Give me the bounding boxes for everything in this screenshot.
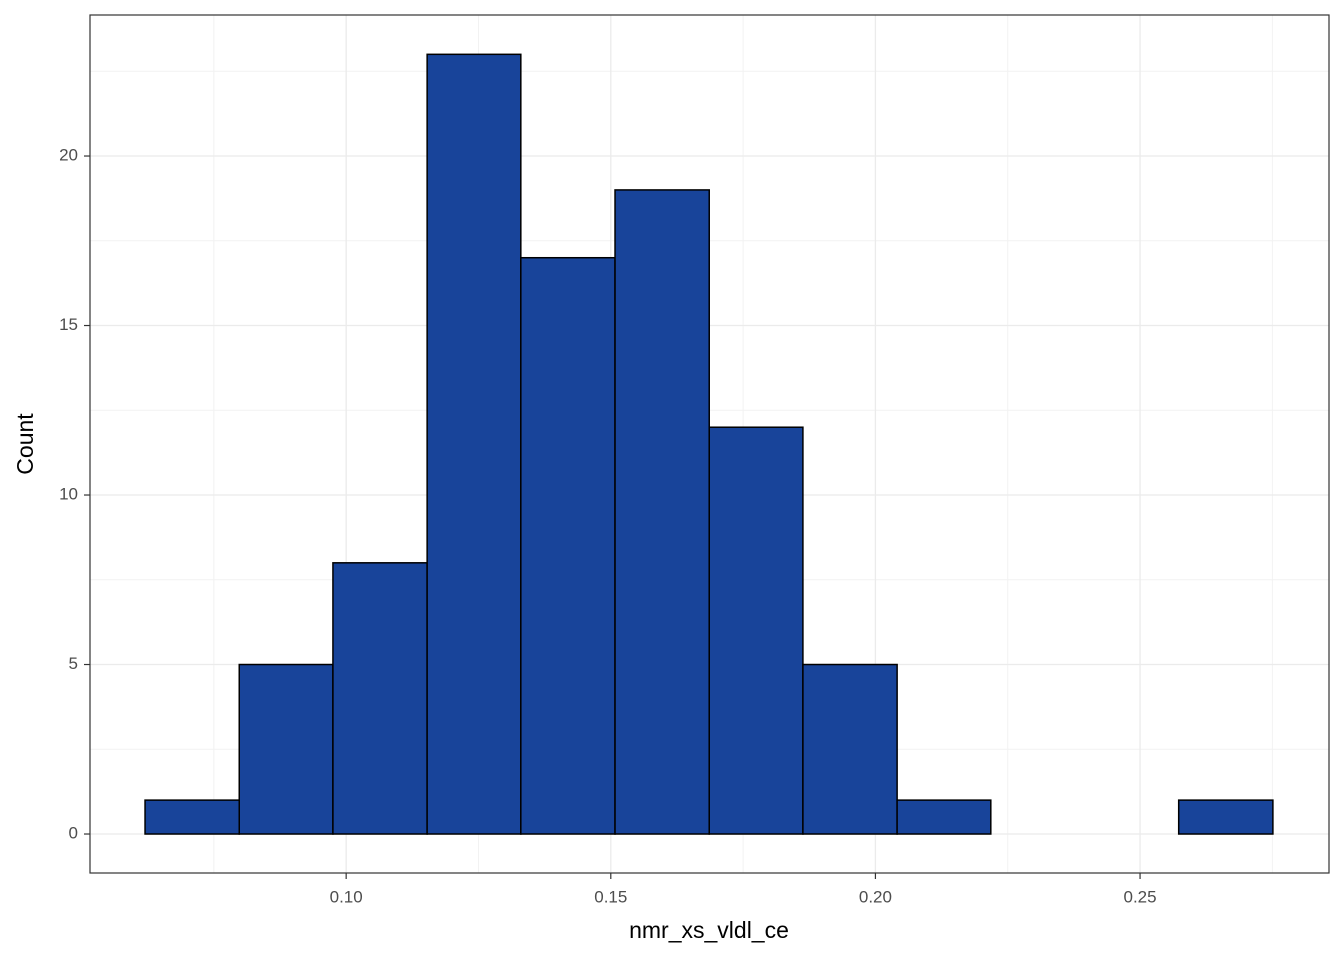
x-tick-label: 0.20: [859, 887, 892, 906]
y-tick-label: 15: [59, 315, 78, 334]
x-tick-label: 0.15: [594, 887, 627, 906]
bar: [426, 53, 522, 835]
x-axis-title: nmr_xs_vldl_ce: [629, 917, 789, 943]
y-tick-label: 10: [59, 485, 78, 504]
bar: [708, 426, 804, 835]
bar: [614, 189, 710, 835]
x-tick-label: 0.25: [1124, 887, 1157, 906]
y-tick-label: 5: [69, 654, 78, 673]
x-tick-label: 0.10: [330, 887, 363, 906]
y-axis-title: Count: [12, 413, 38, 475]
bar: [238, 663, 334, 835]
bar: [144, 799, 241, 835]
bar: [1177, 799, 1274, 835]
bars: [144, 53, 1274, 835]
bar: [802, 663, 898, 835]
panel-border: [89, 14, 1330, 874]
bar: [896, 799, 992, 835]
bar: [332, 562, 428, 835]
bar: [520, 256, 616, 835]
y-tick-label: 20: [59, 146, 78, 165]
y-tick-label: 0: [69, 823, 78, 842]
